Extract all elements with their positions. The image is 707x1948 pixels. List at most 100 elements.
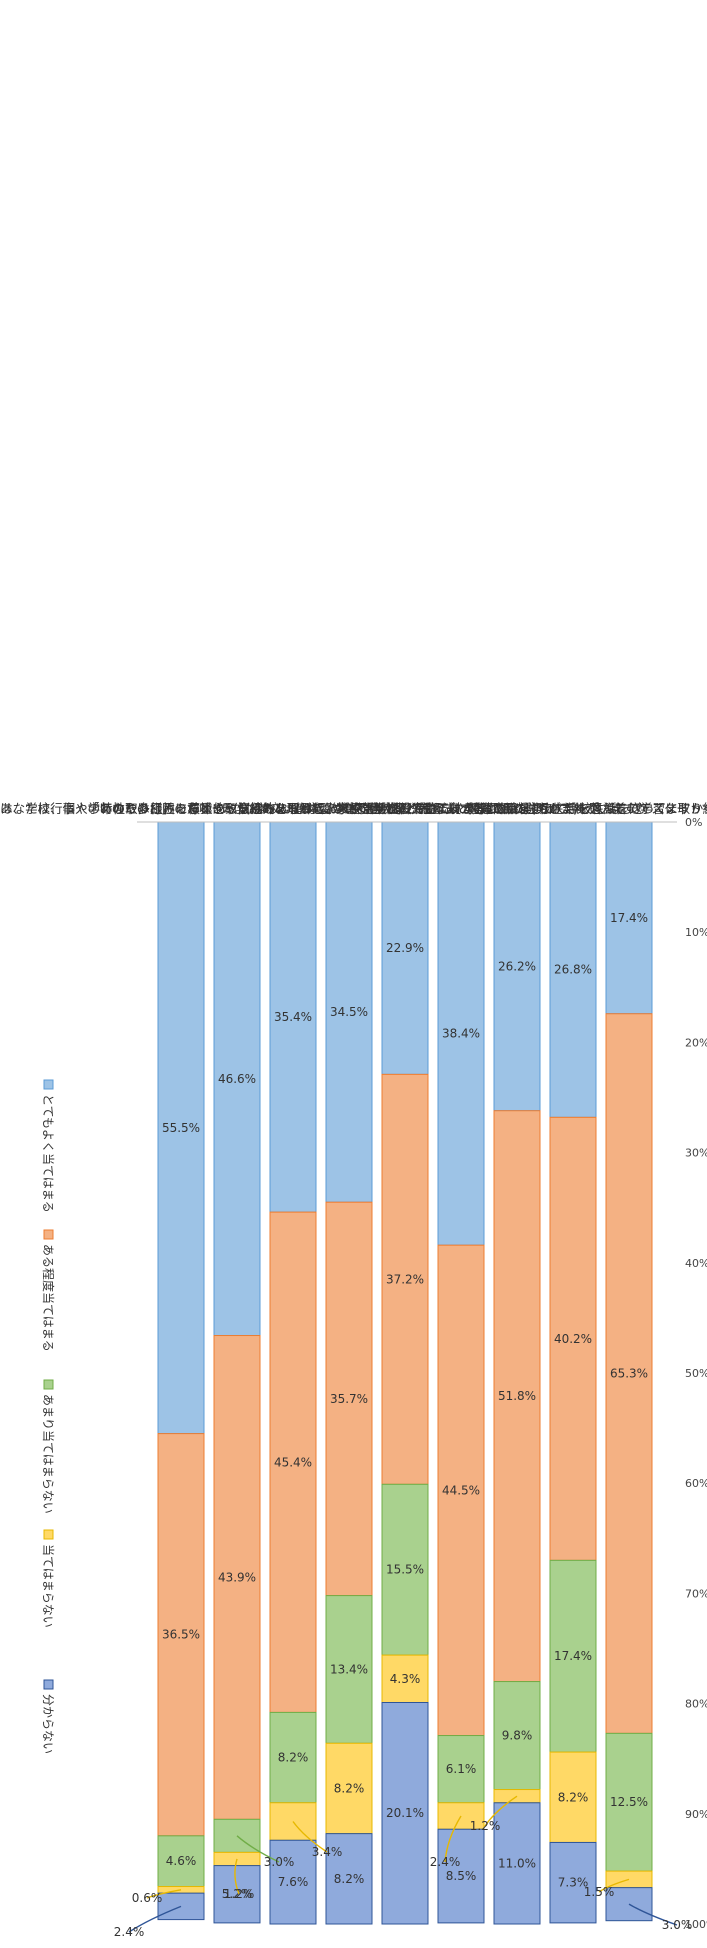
segment-label-group: 44.5% <box>442 1483 480 1497</box>
category-label-group: あなたは、いじめについて他人事と考えず、問題意識をもって学校生活を送ってますか <box>219 801 704 816</box>
segment-value-label: 45.4% <box>274 1455 312 1469</box>
bar-segment <box>269 1839 317 1925</box>
value-tick-label: 90% <box>685 1808 707 1821</box>
outside-label-group: 2.4% <box>430 1855 461 1869</box>
segment-label-group: 8.2% <box>334 1781 365 1795</box>
category-label-group: あなたは、困ったときや悩みのあるとき、家族、学校の先生、友人等に相談していますか <box>100 801 599 816</box>
outside-value-label: 1.2% <box>224 1887 255 1901</box>
segment-value-label: 8.2% <box>558 1790 589 1804</box>
legend-swatch <box>43 1379 54 1390</box>
tick-label-group: 30% <box>685 1147 707 1160</box>
segment-value-label: 40.2% <box>554 1332 592 1346</box>
segment-label-group: 26.2% <box>498 959 536 973</box>
tick-label-group: 50% <box>685 1367 707 1380</box>
outside-value-label: 0.6% <box>132 1891 163 1905</box>
outside-value-label: 2.4% <box>430 1855 461 1869</box>
value-tick-label: 80% <box>685 1698 707 1711</box>
segment-label-group: 6.1% <box>446 1762 477 1776</box>
outside-label-group: 3.4% <box>312 1845 343 1859</box>
value-tick-label: 70% <box>685 1587 707 1600</box>
bar-segment <box>493 1802 541 1925</box>
legend-label: 当てはまらない <box>41 1544 55 1628</box>
outside-value-label: 1.2% <box>470 1819 501 1833</box>
category-label: あなたは、個人の特性や多様性を尊重する気持ちをもって学校生活を送っていますか <box>0 801 474 816</box>
segment-value-label: 65.3% <box>610 1367 648 1381</box>
category-label-group: 授業の目標(めあて)を意識して学習に取り組んでいますか <box>468 801 707 816</box>
segment-value-label: 26.2% <box>498 959 536 973</box>
bar-segment <box>549 1841 597 1924</box>
outside-label-group: 3.0% <box>264 1855 295 1869</box>
legend-swatch <box>43 1679 54 1690</box>
segment-label-group: 17.4% <box>610 911 648 925</box>
category-label: あなたは、学校行事や学年の取り組みに積極的・意欲的に取り組んでいますか <box>0 801 400 816</box>
outside-label-group: 1.5% <box>584 1885 615 1899</box>
bar-segment <box>381 1701 429 1925</box>
category-label-group: 学校は、いじめや不登校などの解決に努めていますか <box>255 801 556 816</box>
segment-label-group: 8.2% <box>558 1790 589 1804</box>
segment-value-label: 55.5% <box>162 1121 200 1135</box>
segment-label-group: 7.6% <box>278 1875 309 1889</box>
legend-swatch <box>43 1529 54 1540</box>
segment-label-group: 15.5% <box>386 1563 424 1577</box>
value-tick-label: 60% <box>685 1477 707 1490</box>
segment-label-group: 35.7% <box>330 1392 368 1406</box>
legend-swatch <box>43 1229 54 1240</box>
segment-value-label: 9.8% <box>502 1729 533 1743</box>
segment-value-label: 44.5% <box>442 1483 480 1497</box>
leader-line <box>444 1815 462 1863</box>
outside-label-group: 0.6% <box>132 1891 163 1905</box>
leader-line <box>234 1858 240 1895</box>
value-axis: 0% 10% 20% 30% 40% 50% 60% 70% 80% 90% 100% <box>137 816 707 1931</box>
segment-value-label: 4.3% <box>390 1672 421 1686</box>
segment-value-label: 5.2% <box>222 1887 253 1901</box>
segment-value-label: 35.7% <box>330 1392 368 1406</box>
outside-value-label: 3.0% <box>264 1855 295 1869</box>
segment-value-label: 7.6% <box>278 1875 309 1889</box>
tick-label-group: 80% <box>685 1698 707 1711</box>
segment-label-group: 40.2% <box>554 1332 592 1346</box>
value-tick-label: 100% <box>685 1918 707 1931</box>
category-label: 授業の目標(めあて)を意識して学習に取り組んでいますか <box>468 801 707 816</box>
category-label: 朝学習や朝読書に取り組むことで、1日の学校生活を落ち着いてスタートすることができ… <box>295 801 707 816</box>
segment-value-label: 4.6% <box>166 1854 197 1868</box>
category-label-group: あなたは、学校行事や学年の取り組みに積極的・意欲的に取り組んでいますか <box>0 801 400 816</box>
legend-label: 分からない <box>41 1694 55 1754</box>
segment-value-label: 22.9% <box>386 941 424 955</box>
leader-line <box>484 1795 518 1827</box>
segment-label-group: 35.4% <box>274 1010 312 1024</box>
legend-label: あまり当てはまらない <box>41 1394 55 1514</box>
legend-swatch <box>43 1079 54 1090</box>
category-label-group: 学習活動に対する評価の説明がされていますか <box>386 801 649 816</box>
outside-value-label: 2.4% <box>114 1925 145 1939</box>
segment-label-group: 8.2% <box>278 1751 309 1765</box>
segment-label-group: 22.9% <box>386 941 424 955</box>
bar-segment <box>437 1828 485 1924</box>
category-label-group: あなたは、個人の特性や多様性を尊重する気持ちをもって学校生活を送っていますか <box>0 801 474 816</box>
category-label: 学習活動に対する評価の説明がされていますか <box>386 801 649 816</box>
leader-line <box>598 1878 630 1893</box>
segment-label-group: 38.4% <box>442 1027 480 1041</box>
segment-label-group: 8.2% <box>334 1872 365 1886</box>
bar-segment <box>213 1851 261 1867</box>
outside-value-label: 3.0% <box>662 1918 693 1932</box>
segment-label-group: 43.9% <box>218 1570 256 1584</box>
segment-value-label: 11.0% <box>498 1856 536 1870</box>
leader-line <box>146 1889 182 1899</box>
segment-label-group: 36.5% <box>162 1628 200 1642</box>
segment-label-group: 4.3% <box>390 1672 421 1686</box>
segment-value-label: 17.4% <box>610 911 648 925</box>
segment-label-group: 34.5% <box>330 1005 368 1019</box>
segment-value-label: 51.8% <box>498 1389 536 1403</box>
segment-value-label: 46.6% <box>218 1072 256 1086</box>
category-label-group: 朝学習や朝読書に取り組むことで、1日の学校生活を落ち着いてスタートすることができ… <box>295 801 707 816</box>
outside-value-label: 3.4% <box>312 1845 343 1859</box>
segment-value-label: 37.2% <box>386 1272 424 1286</box>
bars-layer: 17.4% 65.3% 12.5% 26.8% 40.2% 17.4% 8.2% 7.3% 26… <box>157 821 653 1925</box>
tick-label-group: 100% <box>685 1918 707 1931</box>
tick-label-group: 70% <box>685 1587 707 1600</box>
category-label: 学校は、いじめや不登校などの解決に努めていますか <box>255 801 556 816</box>
segment-value-label: 8.2% <box>334 1781 365 1795</box>
segment-value-label: 43.9% <box>218 1570 256 1584</box>
tick-label-group: 10% <box>685 926 707 939</box>
